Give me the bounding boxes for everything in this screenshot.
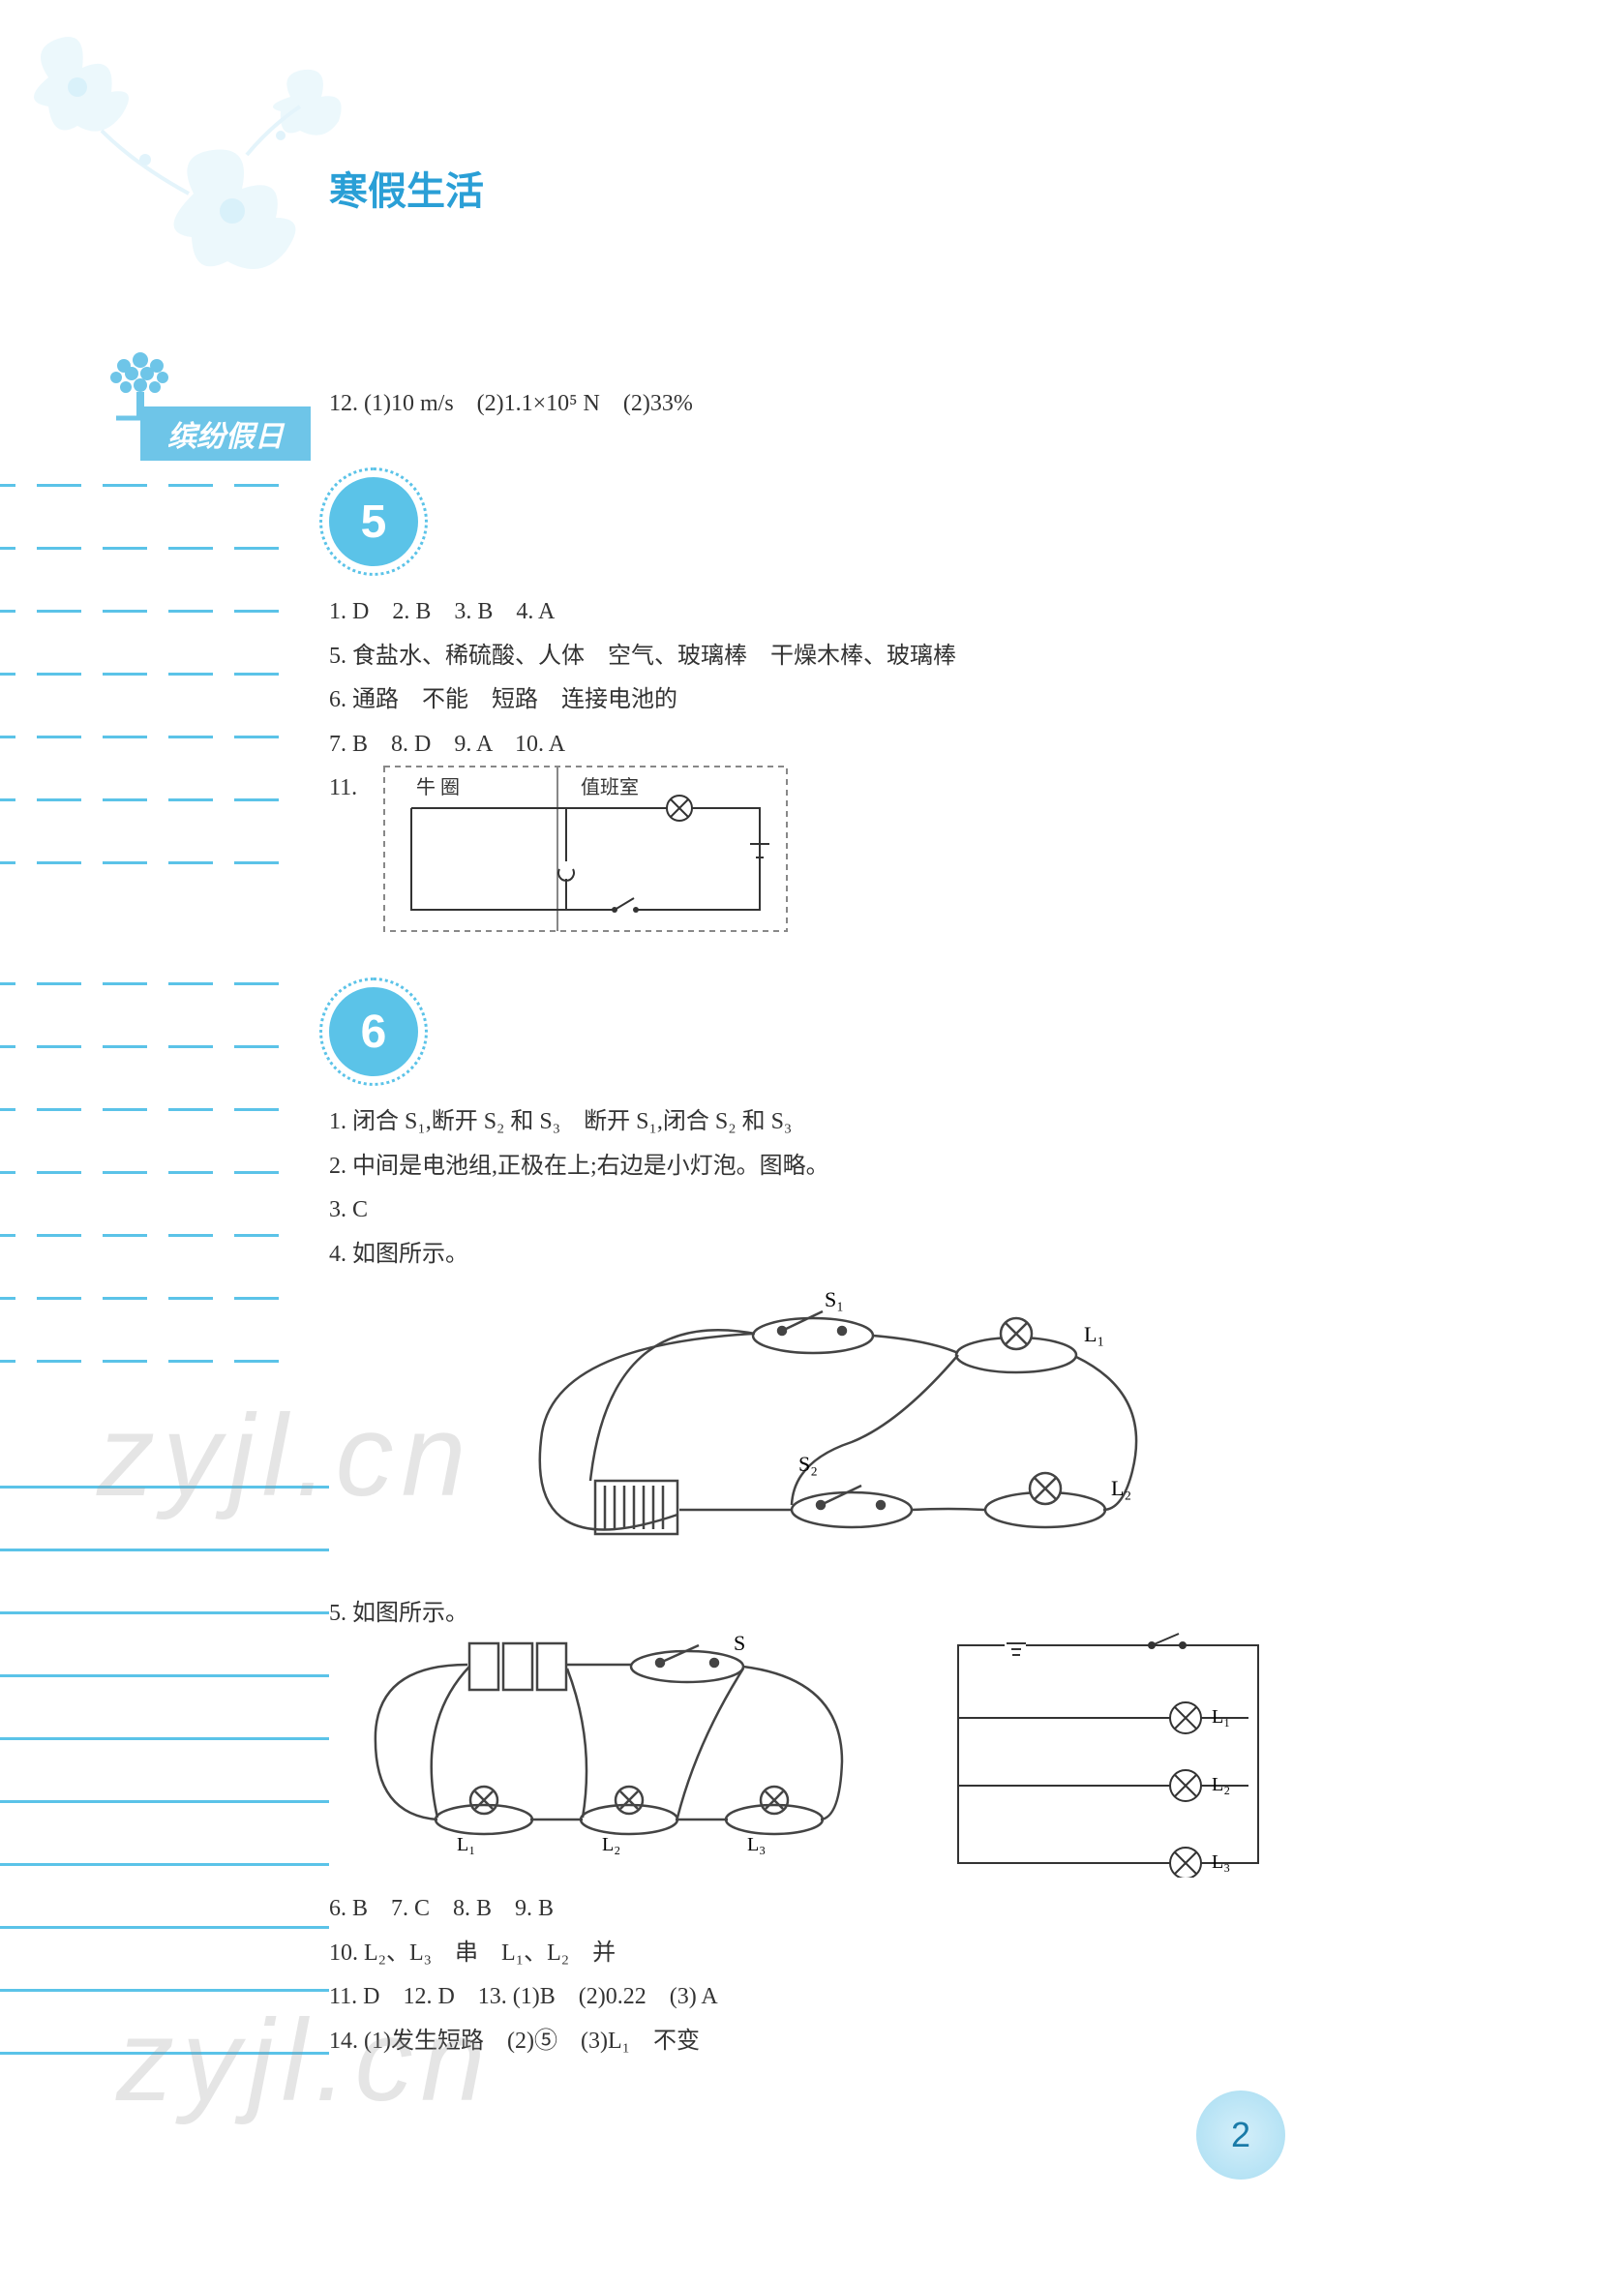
- schematic-l2: L₂: [1212, 1774, 1230, 1795]
- decorative-dashes-upper: [0, 484, 310, 924]
- answer-line: 1. 闭合 S₁,断开 S₂ 和 S₃ 断开 S₁,闭合 S₂ 和 S₃: [329, 1100, 1278, 1145]
- circuit-label-right: 值班室: [581, 776, 639, 798]
- answer-line: 6. 通路 不能 短路 连接电池的: [329, 678, 1278, 723]
- schematic-l1: L₁: [1212, 1706, 1230, 1728]
- circuit-diagram-q5: S L₁ L₂ L₃ L₁ L₂ L₃: [358, 1626, 1287, 1878]
- answer-line: 1. D 2. B 3. B 4. A: [329, 590, 1278, 635]
- answer-line: 10. L₂、L₃ 串 L₁、L₂ 并: [329, 1932, 1278, 1976]
- label-l3: L₃: [747, 1834, 766, 1855]
- answer-line: 14. (1)发生短路 (2)⑤ (3)L₁ 不变: [329, 2020, 1278, 2064]
- schematic-l3: L₃: [1212, 1851, 1230, 1873]
- answer-line: 2. 中间是电池组,正极在上;右边是小灯泡。图略。: [329, 1145, 1278, 1189]
- label-s: S: [734, 1631, 745, 1655]
- answer-line: 7. B 8. D 9. A 10. A: [329, 723, 1278, 767]
- decorative-lines: [0, 1486, 329, 2115]
- label-s1: S₁: [825, 1287, 844, 1311]
- section-6-top-content: 1. 闭合 S₁,断开 S₂ 和 S₃ 断开 S₁,闭合 S₂ 和 S₃ 2. …: [329, 1100, 1278, 1277]
- holiday-badge: 缤纷假日: [140, 406, 311, 461]
- page-number-value: 2: [1196, 2090, 1285, 2180]
- page-number: 2: [1196, 2090, 1285, 2180]
- section-6-badge: 6: [329, 987, 418, 1076]
- circuit-diagram-q4: S₁ L₁ S₂ L₂: [465, 1278, 1161, 1587]
- decorative-dashes-middle: [0, 982, 310, 1423]
- q12-answer: 12. (1)10 m/s (2)1.1×10⁵ N (2)33%: [329, 382, 1278, 427]
- page-title: 寒假生活: [329, 160, 484, 216]
- answer-line: 5. 食盐水、稀硫酸、人体 空气、玻璃棒 干燥木棒、玻璃棒: [329, 635, 1278, 679]
- answer-line: 4. 如图所示。: [329, 1233, 1278, 1278]
- answer-line: 3. C: [329, 1188, 1278, 1233]
- circuit-diagram-q11: 牛 圈 值班室: [382, 765, 789, 944]
- answer-line: 11. D 12. D 13. (1)B (2)0.22 (3) A: [329, 1975, 1278, 2020]
- section-6-bottom-content: 6. B 7. C 8. B 9. B 10. L₂、L₃ 串 L₁、L₂ 并 …: [329, 1887, 1278, 2063]
- label-l2: L₂: [1111, 1476, 1131, 1500]
- label-l1: L₁: [457, 1834, 475, 1855]
- label-l2: L₂: [602, 1834, 620, 1855]
- answer-line: 6. B 7. C 8. B 9. B: [329, 1887, 1278, 1932]
- label-l1: L₁: [1084, 1322, 1104, 1346]
- section-5-badge: 5: [329, 477, 418, 566]
- circuit-label-left: 牛 圈: [416, 776, 460, 798]
- label-s2: S₂: [798, 1452, 818, 1476]
